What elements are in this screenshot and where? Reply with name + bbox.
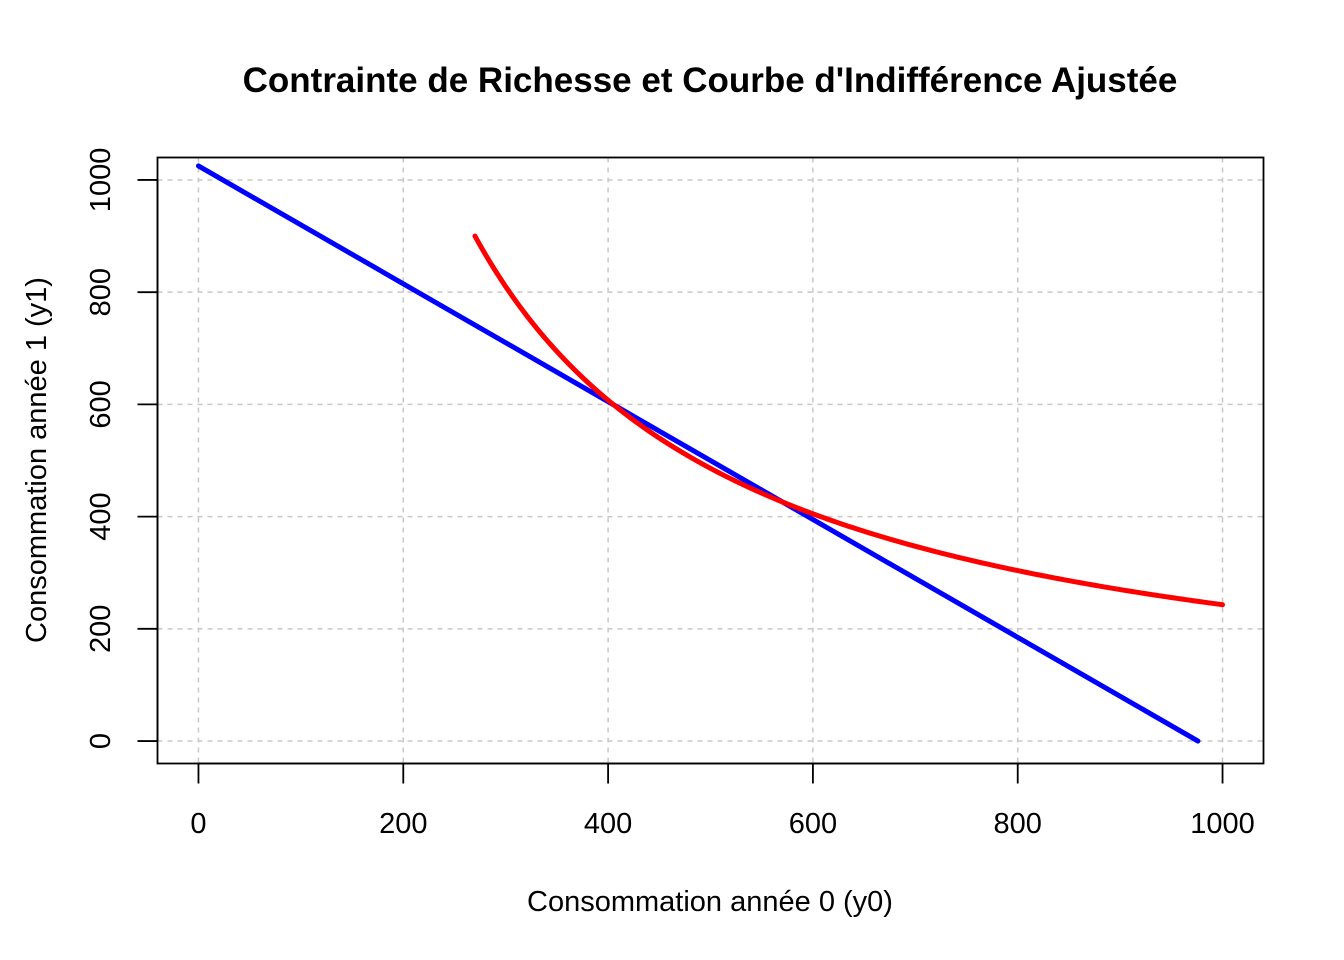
series-line-0: [195, 163, 1201, 744]
x-tick-label-3: 600: [789, 808, 837, 840]
x-tick-label-4: 800: [994, 808, 1042, 840]
y-tick-label-1: 200: [85, 605, 117, 653]
series-layer: [195, 163, 1226, 744]
series-line-1: [472, 233, 1226, 608]
x-axis: 0 200 400 600 800 1000: [190, 762, 1255, 840]
chart-title: Contrainte de Richesse et Courbe d'Indif…: [243, 61, 1178, 100]
y-axis: 0 200 400 600 800 1000: [85, 148, 159, 749]
x-tick-label-5: 1000: [1190, 808, 1255, 840]
y-tick-label-3: 600: [85, 380, 117, 428]
x-tick-label-0: 0: [190, 808, 206, 840]
x-tick-label-1: 200: [379, 808, 427, 840]
x-axis-label: Consommation année 0 (y0): [527, 886, 893, 918]
y-tick-label-2: 400: [85, 492, 117, 540]
y-tick-label-0: 0: [85, 733, 117, 749]
x-tick-label-2: 400: [584, 808, 632, 840]
y-tick-label-5: 1000: [85, 148, 117, 213]
grid: [157, 157, 1264, 764]
y-axis-label: Consommation année 1 (y1): [21, 277, 53, 643]
y-tick-label-4: 800: [85, 268, 117, 316]
